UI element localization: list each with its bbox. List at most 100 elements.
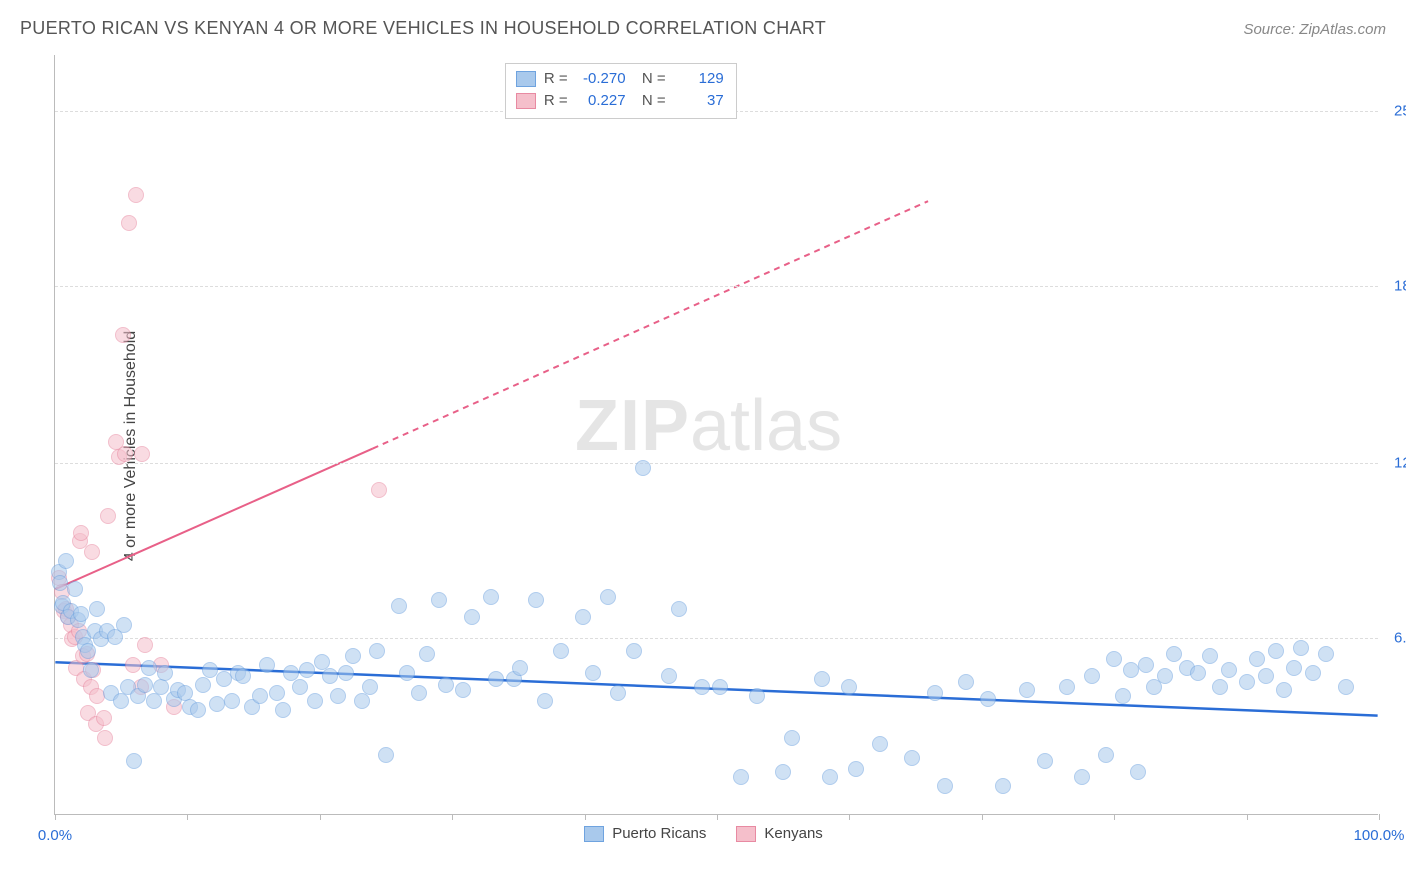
data-point	[1338, 679, 1354, 695]
data-point	[1202, 648, 1218, 664]
data-point	[483, 589, 499, 605]
data-point	[134, 446, 150, 462]
data-point	[927, 685, 943, 701]
data-point	[1130, 764, 1146, 780]
y-tick-label: 25.0%	[1386, 103, 1406, 120]
data-point	[80, 643, 96, 659]
data-point	[872, 736, 888, 752]
data-point	[73, 606, 89, 622]
data-point	[121, 215, 137, 231]
chart-title: PUERTO RICAN VS KENYAN 4 OR MORE VEHICLE…	[20, 18, 826, 39]
data-point	[537, 693, 553, 709]
data-point	[814, 671, 830, 687]
data-point	[411, 685, 427, 701]
data-point	[1074, 769, 1090, 785]
data-point	[100, 508, 116, 524]
data-point	[1098, 747, 1114, 763]
data-point	[784, 730, 800, 746]
data-point	[399, 665, 415, 681]
data-point	[338, 665, 354, 681]
data-point	[1084, 668, 1100, 684]
data-point	[1249, 651, 1265, 667]
data-point	[137, 677, 153, 693]
x-tick	[55, 814, 56, 820]
data-point	[126, 753, 142, 769]
data-point	[209, 696, 225, 712]
data-point	[600, 589, 616, 605]
data-point	[1190, 665, 1206, 681]
data-point	[299, 662, 315, 678]
data-point	[585, 665, 601, 681]
data-point	[252, 688, 268, 704]
data-point	[1166, 646, 1182, 662]
data-point	[1059, 679, 1075, 695]
data-point	[89, 601, 105, 617]
data-point	[1286, 660, 1302, 676]
data-point	[1157, 668, 1173, 684]
data-point	[455, 682, 471, 698]
stats-legend: R =-0.270 N =129R =0.227 N =37	[505, 63, 737, 119]
data-point	[202, 662, 218, 678]
data-point	[378, 747, 394, 763]
data-point	[1305, 665, 1321, 681]
data-point	[904, 750, 920, 766]
gridline	[55, 286, 1378, 287]
data-point	[512, 660, 528, 676]
data-point	[958, 674, 974, 690]
legend-label: Kenyans	[764, 825, 822, 842]
data-point	[96, 710, 112, 726]
data-point	[937, 778, 953, 794]
data-point	[712, 679, 728, 695]
data-point	[1258, 668, 1274, 684]
data-point	[749, 688, 765, 704]
data-point	[354, 693, 370, 709]
data-point	[1019, 682, 1035, 698]
data-point	[1239, 674, 1255, 690]
data-point	[553, 643, 569, 659]
data-point	[153, 679, 169, 695]
data-point	[733, 769, 749, 785]
x-tick-label-min: 0.0%	[38, 827, 72, 844]
data-point	[1318, 646, 1334, 662]
data-point	[775, 764, 791, 780]
data-point	[822, 769, 838, 785]
data-point	[528, 592, 544, 608]
data-point	[419, 646, 435, 662]
data-point	[464, 609, 480, 625]
data-point	[1212, 679, 1228, 695]
data-point	[362, 679, 378, 695]
source-attribution: Source: ZipAtlas.com	[1243, 21, 1386, 38]
x-tick	[717, 814, 718, 820]
gridline	[55, 638, 1378, 639]
data-point	[84, 544, 100, 560]
data-point	[307, 693, 323, 709]
data-point	[224, 693, 240, 709]
data-point	[117, 446, 133, 462]
data-point	[635, 460, 651, 476]
data-point	[322, 668, 338, 684]
data-point	[146, 693, 162, 709]
x-tick-label-max: 100.0%	[1354, 827, 1405, 844]
data-point	[438, 677, 454, 693]
data-point	[269, 685, 285, 701]
data-point	[371, 482, 387, 498]
x-tick	[320, 814, 321, 820]
data-point	[275, 702, 291, 718]
data-point	[1106, 651, 1122, 667]
data-point	[391, 598, 407, 614]
data-point	[980, 691, 996, 707]
x-tick	[452, 814, 453, 820]
legend-swatch	[584, 826, 604, 842]
legend-swatch	[736, 826, 756, 842]
data-point	[431, 592, 447, 608]
data-point	[1268, 643, 1284, 659]
data-point	[125, 657, 141, 673]
y-tick-label: 18.8%	[1386, 277, 1406, 294]
x-tick	[187, 814, 188, 820]
data-point	[995, 778, 1011, 794]
data-point	[73, 525, 89, 541]
data-point	[195, 677, 211, 693]
data-point	[292, 679, 308, 695]
watermark: ZIPatlas	[575, 385, 842, 467]
data-point	[259, 657, 275, 673]
